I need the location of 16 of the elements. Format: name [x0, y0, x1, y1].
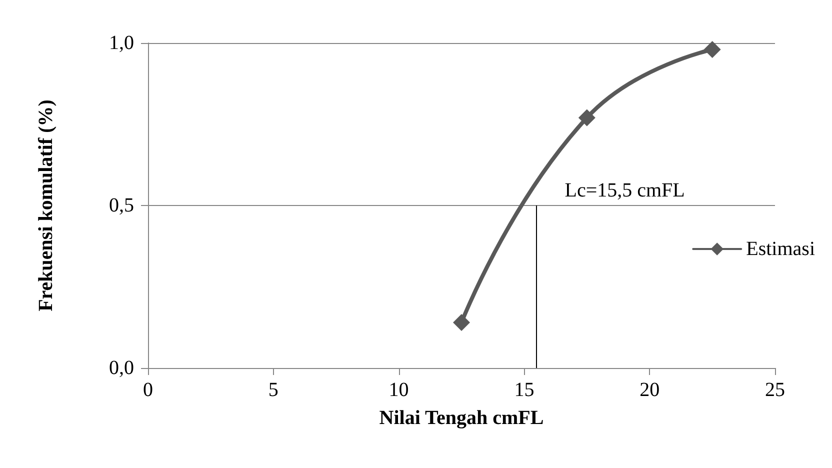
- x-tick-label: 10: [388, 379, 409, 401]
- point: [704, 41, 721, 58]
- point: [453, 314, 470, 331]
- y-axis-title: Frekuensi komulatif (%): [35, 100, 57, 312]
- x-tick-label: 20: [640, 379, 660, 401]
- x-tick-label: 15: [514, 379, 534, 401]
- x-tick-label: 25: [765, 379, 785, 401]
- point: [578, 109, 596, 126]
- y-tick-label: 0,5: [109, 194, 134, 216]
- ref-line-label: Lc=15,5 cmFL: [564, 180, 685, 202]
- y-tick-label: 0,0: [109, 357, 134, 379]
- x-tick-label: 0: [143, 379, 153, 401]
- x-tick-label: 5: [268, 379, 278, 401]
- x-axis-title: Nilai Tengah cmFL: [379, 407, 544, 429]
- legend-label: Estimasi: [746, 238, 816, 260]
- y-tick-label: 1,0: [109, 32, 134, 54]
